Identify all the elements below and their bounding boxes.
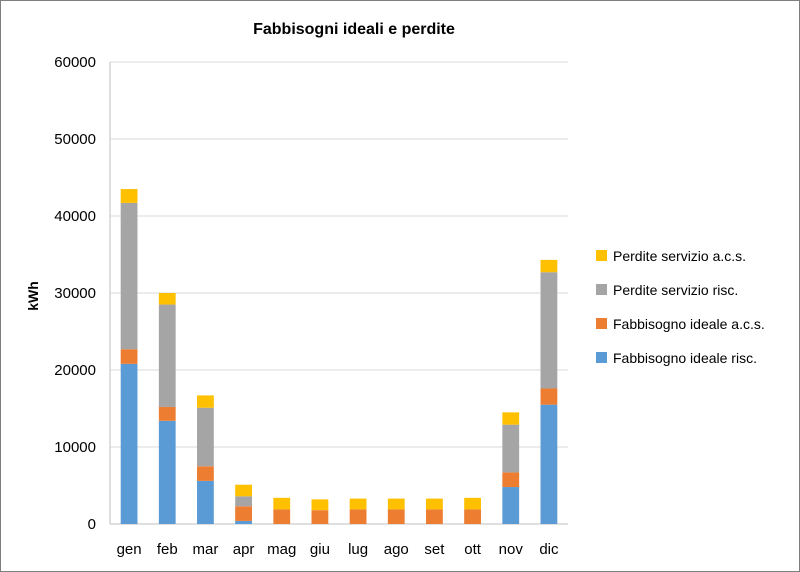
bar-segment-gen-series-3 [120,202,138,350]
x-tick-label-mag: mag [267,541,296,558]
y-axis-label: kWh [25,281,41,311]
y-tick-label: 0 [88,516,96,533]
bar-segment-feb-series-2 [158,406,176,421]
legend-swatch-2 [596,318,607,329]
bar-segment-gen-series-2 [120,349,138,364]
bar-segment-feb-series-3 [158,304,176,407]
y-tick-label: 40000 [54,208,96,225]
x-tick-label-lug: lug [348,541,368,558]
x-tick-label-apr: apr [233,541,255,558]
bar-segment-mar-series-3 [197,407,214,467]
bar-segment-ago-series-2 [387,509,405,524]
legend-label-2: Fabbisogno ideale a.c.s. [613,316,765,332]
bar-segment-giu-series-2 [311,510,329,524]
bar-segment-mag-series-4 [273,497,291,510]
legend-swatch-1 [596,352,607,363]
legend-label-4: Perdite servizio a.c.s. [613,248,746,264]
bar-segment-apr-series-1 [235,520,252,524]
x-tick-label-giu: giu [310,541,330,558]
x-tick-label-nov: nov [499,541,524,558]
y-tick-label: 20000 [54,362,96,379]
y-tick-label: 10000 [54,439,96,456]
bar-segment-dic-series-2 [540,388,558,405]
bar-segment-mar-series-2 [197,466,214,481]
x-tick-labels: gen feb mar apr mag giu lug ago set ott nov dic [117,541,559,558]
legend-label-1: Fabbisogno ideale risc. [613,350,757,366]
bar-segment-apr-series-4 [235,484,252,497]
bar-segment-apr-series-2 [235,506,252,521]
bar-segment-ago-series-4 [387,498,405,510]
chart-title: Fabbisogni ideali e perdite [253,21,455,38]
bar-segment-nov-series-3 [502,424,520,473]
bars [120,189,558,524]
y-tick-labels: 0 10000 20000 30000 40000 50000 60000 [54,54,96,533]
x-tick-label-set: set [424,541,445,558]
x-tick-label-ott: ott [464,541,482,558]
bar-segment-mag-series-2 [273,509,291,524]
bar-segment-feb-series-1 [158,420,176,524]
x-tick-label-dic: dic [539,541,559,558]
bar-segment-mar-series-4 [197,395,214,408]
bar-segment-lug-series-4 [349,498,367,510]
bar-segment-lug-series-2 [349,509,367,524]
y-tick-label: 30000 [54,285,96,302]
bar-segment-apr-series-3 [235,496,252,507]
gridlines [109,61,568,525]
y-tick-label: 60000 [54,54,96,71]
x-tick-label-ago: ago [384,541,409,558]
bar-segment-dic-series-4 [540,259,558,273]
bar-segment-nov-series-1 [502,487,520,524]
bar-segment-dic-series-3 [540,272,558,389]
bar-segment-giu-series-4 [311,499,329,511]
bar-segment-gen-series-1 [120,363,138,524]
legend-label-3: Perdite servizio risc. [613,282,738,298]
legend: Perdite servizio a.c.s. Perdite servizio … [596,248,765,366]
x-tick-label-gen: gen [117,541,142,558]
bar-segment-ott-series-2 [464,509,481,524]
bar-segment-nov-series-2 [502,472,520,488]
bar-segment-nov-series-4 [502,412,520,425]
bar-segment-dic-series-1 [540,404,558,524]
bar-segment-set-series-4 [426,498,443,510]
legend-swatch-3 [596,284,607,295]
bar-segment-gen-series-4 [120,189,138,203]
bar-segment-ott-series-4 [464,497,481,510]
bar-segment-mar-series-1 [197,480,214,524]
x-tick-label-feb: feb [157,541,178,558]
x-tick-label-mar: mar [192,541,218,558]
y-tick-label: 50000 [54,131,96,148]
bar-segment-feb-series-4 [158,293,176,305]
legend-swatch-4 [596,250,607,261]
bar-segment-set-series-2 [426,509,443,524]
